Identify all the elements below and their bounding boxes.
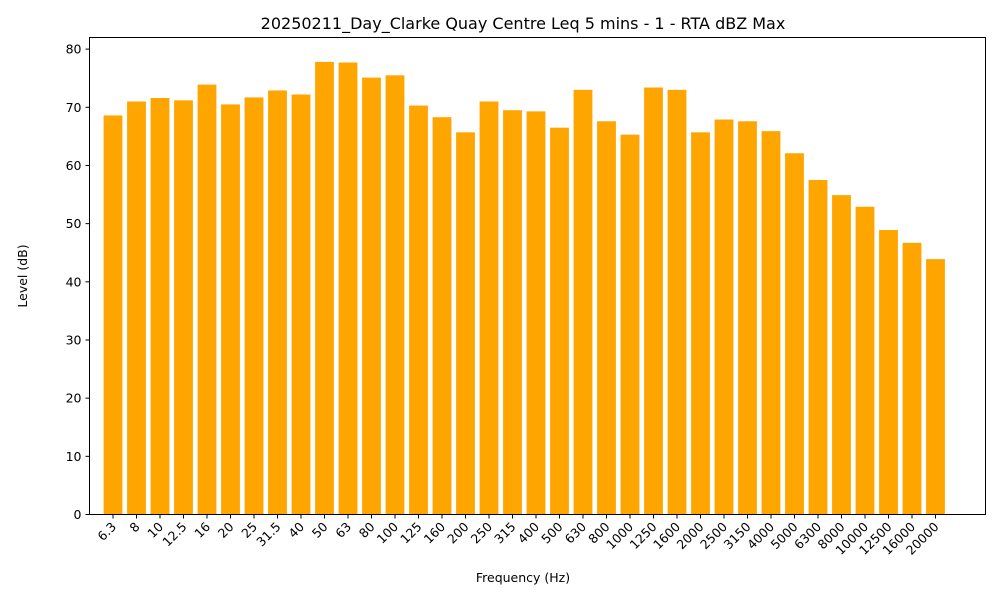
- bar-160: [432, 117, 452, 515]
- bars-group: [103, 61, 945, 515]
- x-tick-label: 8: [126, 519, 142, 535]
- x-tick-label: 630: [562, 519, 590, 547]
- x-tick-label: 16: [191, 519, 213, 541]
- bar-40: [291, 94, 311, 515]
- x-tick-label: 250: [468, 519, 496, 547]
- x-tick-label: 315: [491, 519, 518, 546]
- bar-8: [127, 101, 146, 515]
- x-tick-label: 12.5: [159, 519, 189, 549]
- bar-125: [409, 105, 428, 515]
- x-axis-label: Frequency (Hz): [476, 570, 570, 585]
- y-tick-label: 80: [66, 42, 82, 57]
- y-tick-label: 20: [66, 391, 82, 406]
- bar-6.3: [103, 115, 123, 515]
- bar-630: [573, 89, 593, 515]
- bar-5000: [785, 153, 804, 515]
- x-tick-label: 63: [332, 519, 354, 541]
- x-tick-label: 100: [374, 519, 402, 547]
- bar-10000: [855, 206, 875, 515]
- y-axis-label: Level (dB): [15, 244, 30, 307]
- plot-frame: [89, 37, 986, 515]
- y-tick-label: 60: [66, 158, 82, 173]
- bar-12500: [879, 230, 898, 515]
- bar-500: [550, 127, 569, 515]
- bar-200: [456, 132, 475, 515]
- y-tick-label: 0: [74, 507, 82, 522]
- bar-2500: [714, 119, 734, 515]
- bar-16000: [902, 242, 922, 515]
- bar-20: [221, 104, 240, 515]
- x-tick-label: 6.3: [94, 519, 119, 544]
- bar-20000: [926, 259, 945, 515]
- bar-25: [244, 97, 264, 515]
- bar-315: [503, 110, 522, 515]
- y-tick-label: 10: [66, 449, 82, 464]
- y-tick-label: 50: [66, 216, 82, 231]
- bar-800: [597, 121, 616, 515]
- x-tick-label: 31.5: [253, 519, 283, 549]
- y-tick-label: 40: [66, 274, 82, 289]
- x-tick-label: 200: [444, 519, 472, 547]
- bar-31.5: [268, 90, 287, 515]
- bar-250: [479, 101, 499, 515]
- x-tick-label: 20: [215, 519, 237, 541]
- bar-50: [315, 61, 334, 515]
- bar-6300: [808, 180, 828, 515]
- bar-1600: [667, 89, 687, 515]
- y-tick-label: 30: [66, 332, 82, 347]
- bar-63: [338, 62, 358, 515]
- bar-4000: [761, 131, 781, 515]
- y-tick-label: 70: [66, 100, 82, 115]
- x-tick-label: 160: [421, 519, 449, 547]
- y-axis: 0 10 20 30 40 50 60 70 80: [66, 42, 90, 522]
- bar-1000: [620, 134, 640, 515]
- x-tick-label: 40: [285, 519, 307, 541]
- bar-16: [197, 84, 217, 515]
- bar-10: [150, 98, 170, 515]
- bar-400: [526, 111, 546, 515]
- x-tick-label: 125: [397, 519, 424, 546]
- bar-2000: [691, 132, 710, 515]
- bar-12.5: [174, 100, 193, 515]
- x-tick-label: 50: [309, 519, 331, 541]
- chart-title: 20250211_Day_Clarke Quay Centre Leq 5 mi…: [261, 14, 786, 34]
- x-tick-label: 400: [515, 519, 543, 547]
- bar-1250: [644, 87, 663, 515]
- bar-3150: [738, 121, 757, 515]
- bar-100: [385, 75, 405, 515]
- bar-80: [362, 77, 381, 515]
- x-tick-label: 500: [538, 519, 566, 547]
- bar-8000: [832, 195, 851, 515]
